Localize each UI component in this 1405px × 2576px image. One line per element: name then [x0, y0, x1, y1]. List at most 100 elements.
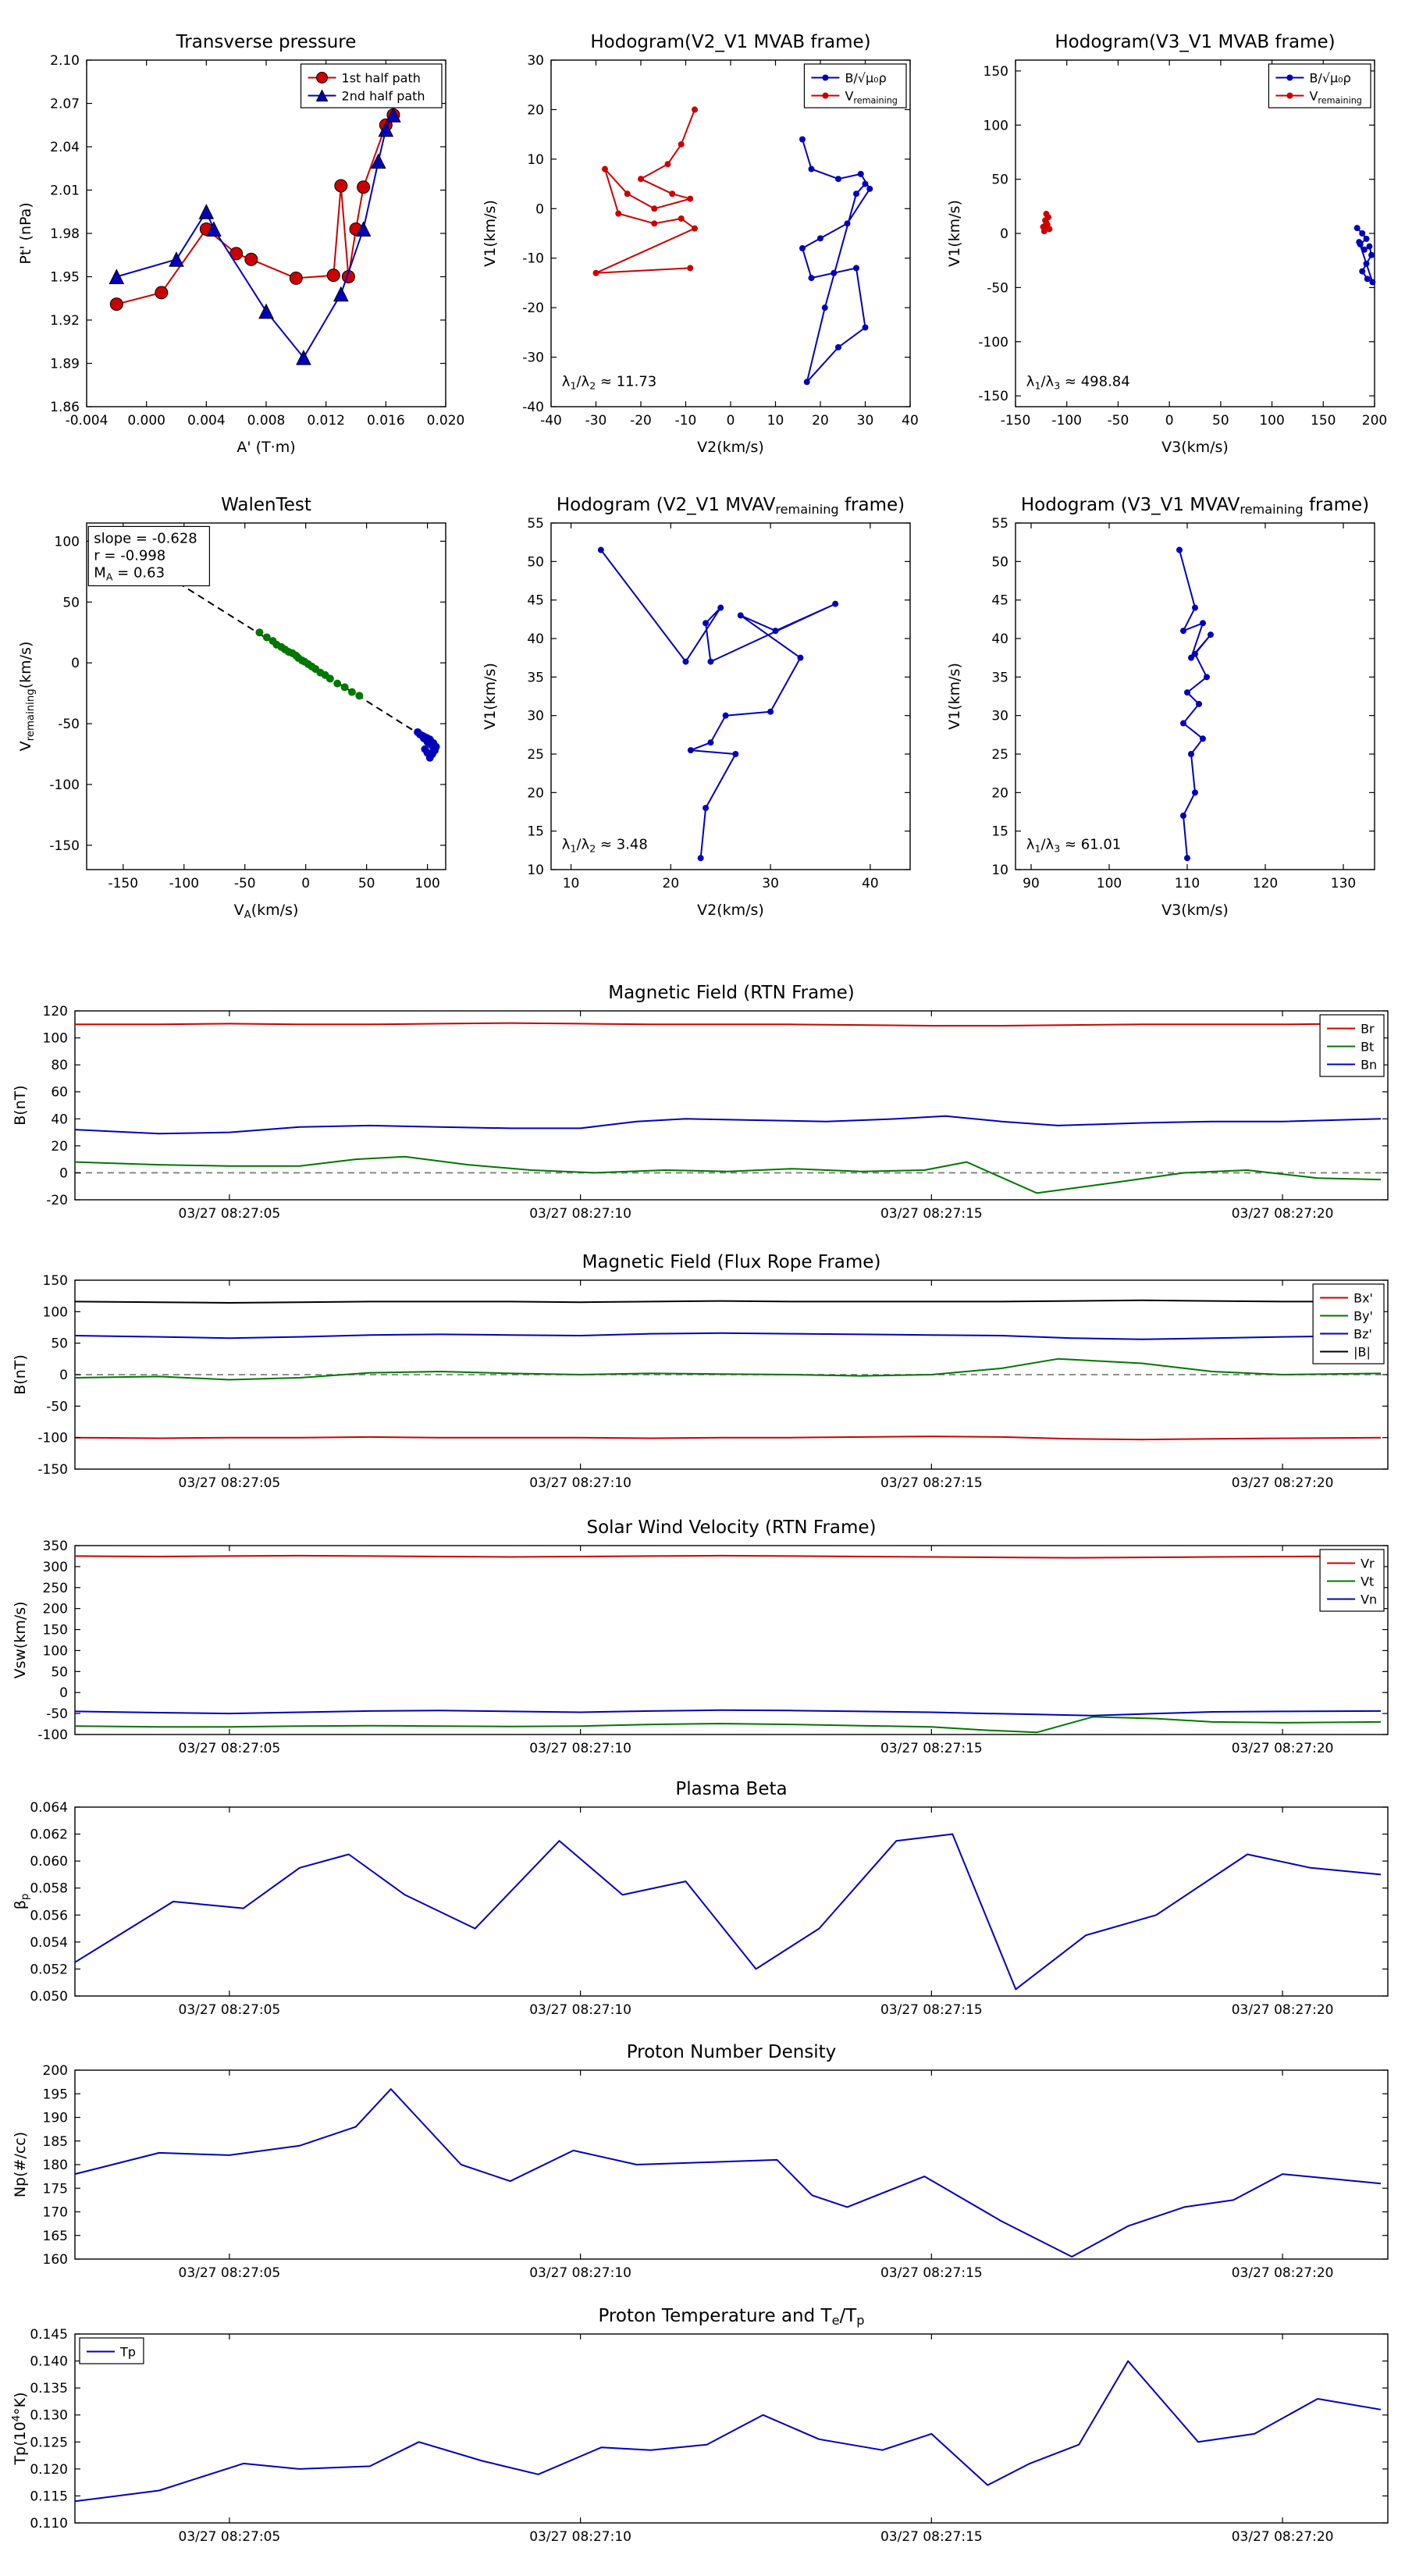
- svg-text:V2(km/s): V2(km/s): [697, 439, 764, 456]
- svg-text:30: 30: [527, 53, 544, 69]
- svg-text:λ1/λ3 ≈ 498.84: λ1/λ3 ≈ 498.84: [1026, 374, 1130, 392]
- svg-text:10: 10: [767, 413, 784, 429]
- svg-text:35: 35: [527, 670, 544, 685]
- svg-text:165: 165: [43, 2229, 68, 2244]
- chart-bfield-fluxrope: 03/27 08:27:05 03/27 08:27:10 03/27 08:27:…: [12, 1252, 1389, 1491]
- chart-hodogram-v2v1-mvab: -40 -30 -20 -10 0 10 20 30 40 -40 -30 -20 -10 0 10 20 30…: [482, 32, 919, 456]
- svg-text:190: 190: [43, 2111, 68, 2126]
- svg-text:150: 150: [1311, 413, 1336, 429]
- svg-text:40: 40: [902, 413, 919, 429]
- chart-hodogram-v3v1-mvav: 90 100 110 120 130 10 15 20 25 30 35 40 45 50 55 Hodogr…: [946, 495, 1375, 919]
- svg-text:0.052: 0.052: [30, 1962, 68, 1977]
- svg-text:1.86: 1.86: [50, 400, 80, 415]
- panel-transverse-pressure: -0.004 0.000 0.004 0.008 0.012 0.016 0.020 1.86…: [12, 20, 464, 464]
- svg-text:0: 0: [59, 1685, 68, 1701]
- svg-text:0.130: 0.130: [30, 2408, 68, 2424]
- svg-text:03/27 08:27:20: 03/27 08:27:20: [1232, 1475, 1334, 1491]
- svg-text:03/27 08:27:05: 03/27 08:27:05: [179, 2265, 281, 2281]
- svg-text:0.020: 0.020: [427, 413, 465, 429]
- svg-text:40: 40: [991, 632, 1008, 647]
- svg-text:Hodogram(V3_V1 MVAB frame): Hodogram(V3_V1 MVAB frame): [1055, 32, 1335, 52]
- svg-text:10: 10: [527, 152, 544, 168]
- svg-text:25: 25: [527, 747, 544, 763]
- svg-text:By': By': [1353, 1309, 1373, 1324]
- svg-text:Bt: Bt: [1361, 1040, 1374, 1055]
- svg-text:λ1/λ3 ≈ 61.01: λ1/λ3 ≈ 61.01: [1026, 837, 1121, 855]
- svg-text:175: 175: [43, 2181, 68, 2197]
- svg-text:50: 50: [991, 554, 1008, 570]
- svg-text:10: 10: [991, 863, 1008, 878]
- svg-text:20: 20: [51, 1139, 68, 1155]
- chart-hodogram-v2v1-mvav: 10 20 30 40 10 15 20 25 30 35 40 45 50 55 Hodogram (V2…: [482, 495, 911, 919]
- svg-text:-50: -50: [987, 280, 1008, 296]
- svg-text:100: 100: [43, 1304, 68, 1320]
- svg-text:-20: -20: [46, 1193, 68, 1208]
- svg-text:03/27 08:27:05: 03/27 08:27:05: [179, 1206, 281, 1222]
- svg-text:0.120: 0.120: [30, 2462, 68, 2478]
- svg-text:50: 50: [51, 1336, 68, 1352]
- svg-text:100: 100: [414, 876, 439, 891]
- svg-text:0.008: 0.008: [247, 413, 286, 429]
- panel-hodogram-v3v1-mvab: -150 -100 -50 0 50 100 150 200 -150 -100 -50 0 50 100…: [941, 20, 1393, 464]
- svg-text:50: 50: [991, 173, 1008, 188]
- svg-text:10: 10: [527, 863, 544, 878]
- svg-text:160: 160: [43, 2252, 68, 2268]
- svg-text:A' (T·m): A' (T·m): [237, 439, 295, 456]
- svg-text:λ1/λ2 ≈ 11.73: λ1/λ2 ≈ 11.73: [562, 374, 656, 392]
- svg-text:130: 130: [1331, 876, 1356, 891]
- svg-text:0.000: 0.000: [127, 413, 165, 429]
- svg-text:0.058: 0.058: [30, 1881, 68, 1897]
- svg-text:10: 10: [563, 876, 580, 891]
- svg-text:03/27 08:27:05: 03/27 08:27:05: [179, 1475, 281, 1491]
- chart-bfield-rtn: 03/27 08:27:05 03/27 08:27:10 03/27 08:27:…: [12, 983, 1389, 1222]
- svg-text:|B|: |B|: [1353, 1345, 1371, 1360]
- svg-text:-150: -150: [108, 876, 138, 891]
- svg-text:Vremaining(km/s): Vremaining(km/s): [17, 642, 37, 752]
- svg-text:03/27 08:27:10: 03/27 08:27:10: [529, 2265, 631, 2281]
- svg-text:1.92: 1.92: [50, 313, 80, 329]
- svg-text:100: 100: [43, 1031, 68, 1047]
- svg-text:20: 20: [663, 876, 680, 891]
- svg-text:βp: βp: [12, 1894, 31, 1910]
- svg-text:-100: -100: [37, 1727, 68, 1743]
- svg-text:0.140: 0.140: [30, 2354, 68, 2370]
- chart-proton-temp: 03/27 08:27:05 03/27 08:27:10 03/27 08:27:…: [11, 2306, 1389, 2545]
- svg-text:Vt: Vt: [1361, 1574, 1374, 1589]
- svg-text:-150: -150: [49, 838, 80, 854]
- svg-text:20: 20: [527, 102, 544, 118]
- svg-text:55: 55: [527, 516, 544, 532]
- svg-text:Magnetic Field (RTN Frame): Magnetic Field (RTN Frame): [608, 983, 855, 1003]
- svg-text:MA = 0.63: MA = 0.63: [94, 564, 165, 582]
- svg-text:r = -0.998: r = -0.998: [94, 547, 165, 564]
- svg-text:03/27 08:27:05: 03/27 08:27:05: [179, 2002, 281, 2018]
- svg-text:Br: Br: [1361, 1022, 1375, 1037]
- svg-text:-100: -100: [1051, 413, 1082, 429]
- svg-text:40: 40: [862, 876, 879, 891]
- svg-text:03/27 08:27:10: 03/27 08:27:10: [529, 2002, 631, 2018]
- svg-text:200: 200: [43, 2063, 68, 2079]
- svg-text:-100: -100: [169, 876, 199, 891]
- svg-text:40: 40: [51, 1112, 68, 1127]
- svg-text:03/27 08:27:10: 03/27 08:27:10: [529, 1741, 631, 1756]
- panel-vsw-rtn: 03/27 08:27:05 03/27 08:27:10 03/27 08:27:…: [6, 1514, 1399, 1772]
- svg-text:0.012: 0.012: [307, 413, 345, 429]
- svg-text:0.125: 0.125: [30, 2435, 68, 2450]
- svg-text:Vremaining: Vremaining: [845, 89, 897, 106]
- svg-text:0.060: 0.060: [30, 1854, 68, 1870]
- svg-text:Proton Number Density: Proton Number Density: [627, 2042, 837, 2062]
- svg-text:2.07: 2.07: [50, 97, 80, 112]
- panel-proton-density: 03/27 08:27:05 03/27 08:27:10 03/27 08:27:…: [6, 2039, 1399, 2297]
- svg-text:120: 120: [43, 1004, 68, 1019]
- svg-text:Hodogram(V2_V1 MVAB frame): Hodogram(V2_V1 MVAB frame): [590, 32, 870, 52]
- svg-text:Bx': Bx': [1353, 1291, 1373, 1306]
- svg-text:0.016: 0.016: [367, 413, 405, 429]
- svg-text:0.004: 0.004: [187, 413, 226, 429]
- svg-text:25: 25: [991, 747, 1008, 763]
- svg-text:-10: -10: [522, 251, 544, 267]
- svg-text:0: 0: [71, 656, 80, 671]
- svg-text:1.95: 1.95: [50, 270, 80, 286]
- svg-text:2.01: 2.01: [50, 183, 80, 199]
- svg-text:0.135: 0.135: [30, 2381, 68, 2396]
- svg-text:100: 100: [1259, 413, 1284, 429]
